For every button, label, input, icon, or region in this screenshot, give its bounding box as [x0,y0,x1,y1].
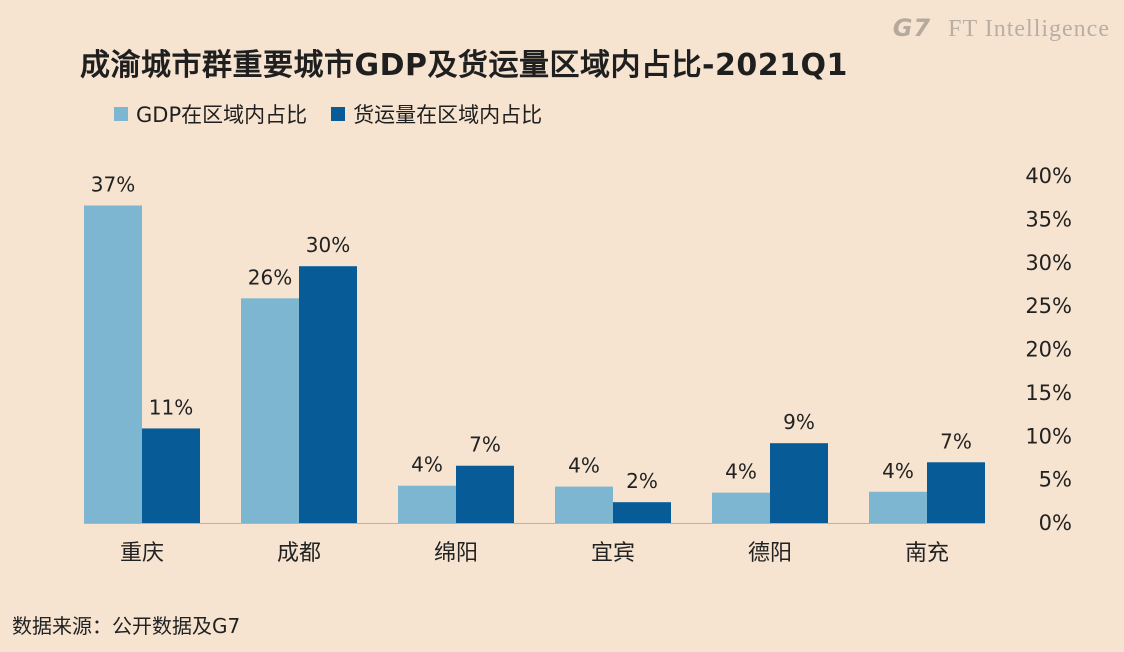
y-tick-label: 25% [1025,294,1072,318]
bar-freight [613,502,671,523]
y-tick-label: 20% [1025,338,1072,362]
bar-freight [770,443,828,523]
data-label-freight: 7% [469,433,501,457]
y-tick-label: 15% [1025,381,1072,405]
brand-logo: G7 FT Intelligence [893,14,1110,43]
bar-gdp [241,298,299,523]
data-label-gdp: 26% [248,265,292,289]
y-tick-label: 40% [1025,164,1072,188]
bar-freight [456,465,514,523]
data-label-freight: 30% [306,233,350,257]
data-label-freight: 11% [149,395,193,419]
data-label-gdp: 4% [882,459,914,483]
bar-gdp [398,485,456,523]
data-label-freight: 2% [626,469,658,493]
data-label-gdp: 4% [411,453,443,477]
category-label: 成都 [277,541,321,566]
legend-item-freight: 货运量在区域内占比 [331,99,542,129]
legend-label-gdp: GDP在区域内占比 [136,103,308,127]
bar-gdp [84,205,142,523]
category-label: 南充 [905,541,949,566]
data-label-gdp: 4% [725,460,757,484]
chart-title: 成渝城市群重要城市GDP及货运量区域内占比-2021Q1 [80,48,848,83]
bar-freight [299,266,357,523]
legend-swatch-freight [331,107,346,121]
ft-intelligence-logo: FT Intelligence [948,16,1110,42]
y-tick-label: 10% [1025,424,1072,448]
bar-gdp [869,491,927,523]
category-label: 德阳 [748,541,792,566]
y-tick-label: 5% [1039,468,1072,492]
y-tick-label: 30% [1025,251,1072,275]
chart-legend: GDP在区域内占比 货运量在区域内占比 [114,99,566,129]
legend-swatch-gdp [114,107,128,121]
data-label-freight: 9% [783,410,815,434]
legend-label-freight: 货运量在区域内占比 [353,103,543,127]
bar-gdp [555,486,613,523]
bar-freight [142,428,200,523]
y-tick-label: 35% [1025,207,1072,231]
data-source-note: 数据来源：公开数据及G7 [12,614,241,638]
category-label: 宜宾 [591,541,635,566]
data-label-gdp: 4% [568,454,600,478]
bar-freight [927,462,985,523]
bar-gdp [712,492,770,523]
data-label-gdp: 37% [91,172,135,196]
y-tick-label: 0% [1039,511,1072,535]
category-label: 绵阳 [434,541,478,566]
g7-logo: G7 [892,14,932,42]
category-label: 重庆 [120,541,164,566]
legend-item-gdp: GDP在区域内占比 [114,99,307,129]
data-label-freight: 7% [940,429,972,453]
